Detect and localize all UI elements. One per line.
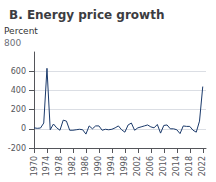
svg-text:2010: 2010 [159, 156, 168, 176]
svg-text:1970: 1970 [30, 156, 39, 176]
svg-text:B. Energy price growth: B. Energy price growth [9, 8, 164, 22]
svg-text:2018: 2018 [185, 156, 194, 176]
svg-text:2014: 2014 [172, 156, 181, 176]
svg-text:800: 800 [4, 38, 21, 48]
svg-text:Percent: Percent [4, 26, 38, 36]
svg-text:-200: -200 [8, 144, 26, 153]
svg-text:400: 400 [11, 86, 26, 95]
svg-text:2006: 2006 [146, 156, 155, 176]
svg-text:1978: 1978 [55, 156, 64, 176]
svg-text:2002: 2002 [133, 156, 142, 176]
svg-text:0: 0 [21, 124, 26, 133]
svg-text:1974: 1974 [42, 156, 51, 176]
svg-text:1998: 1998 [120, 156, 129, 176]
svg-text:1994: 1994 [107, 156, 116, 176]
svg-text:1986: 1986 [81, 156, 90, 176]
svg-text:1982: 1982 [68, 156, 77, 176]
svg-text:1990: 1990 [94, 156, 103, 176]
svg-text:2022: 2022 [198, 156, 207, 176]
svg-text:600: 600 [11, 67, 26, 76]
svg-text:200: 200 [11, 105, 26, 114]
